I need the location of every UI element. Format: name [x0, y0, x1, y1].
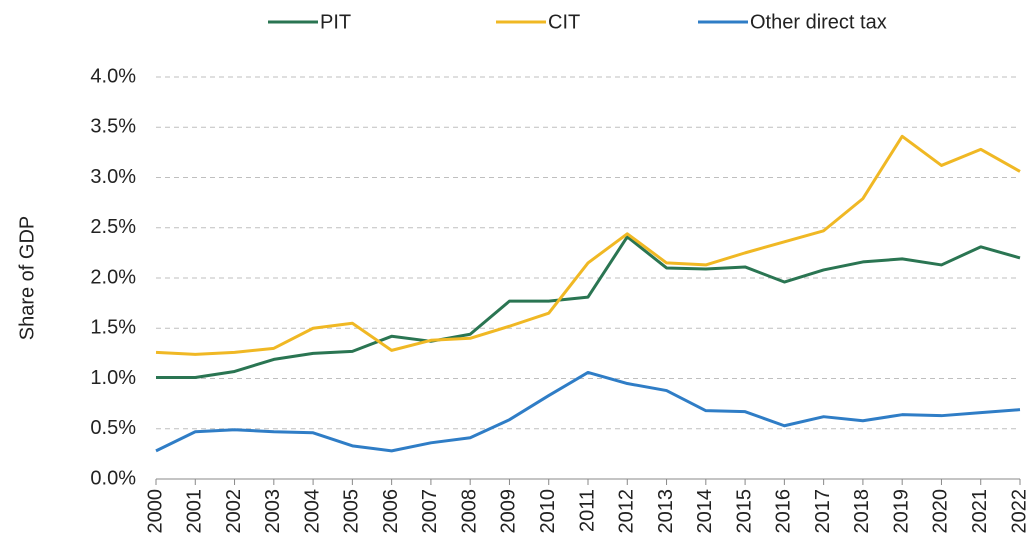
legend-label: Other direct tax — [750, 11, 887, 33]
x-tick-label: 2022 — [1008, 489, 1030, 534]
x-tick-label: 2001 — [184, 489, 206, 534]
x-tick-label: 2021 — [969, 489, 991, 534]
x-tick-label: 2014 — [694, 489, 716, 534]
x-tick-label: 2016 — [773, 489, 795, 534]
series-line — [155, 370, 1021, 453]
x-tick-label: 2002 — [223, 489, 245, 534]
series-line — [155, 134, 1021, 356]
y-tick-label: 2.5% — [90, 216, 136, 238]
y-tick-label: 0.5% — [90, 417, 136, 439]
y-tick-label: 0.0% — [90, 467, 136, 489]
x-tick-label: 2006 — [380, 489, 402, 534]
x-tick-label: 2018 — [851, 489, 873, 534]
y-tick-label: 4.0% — [90, 65, 136, 87]
legend-label: CIT — [548, 11, 580, 33]
y-tick-label: 1.5% — [90, 317, 136, 339]
x-tick-label: 2007 — [419, 489, 441, 534]
y-tick-label: 3.5% — [90, 116, 136, 138]
x-tick-label: 2011 — [576, 489, 598, 532]
x-tick-label: 2019 — [890, 489, 912, 534]
x-tick-label: 2017 — [812, 489, 834, 534]
y-tick-label: 3.0% — [90, 166, 136, 188]
y-tick-label: 2.0% — [90, 266, 136, 288]
x-tick-label: 2013 — [655, 489, 677, 534]
x-tick-label: 2000 — [144, 489, 166, 534]
x-tick-label: 2020 — [930, 489, 952, 534]
series-line — [156, 235, 1021, 379]
x-tick-label: 2012 — [616, 489, 638, 534]
x-tick-label: 2003 — [262, 489, 284, 534]
x-tick-label: 2009 — [498, 489, 520, 533]
legend-label: PIT — [320, 11, 351, 33]
y-tick-label: 1.0% — [90, 367, 136, 389]
x-tick-label: 2010 — [537, 489, 559, 534]
x-tick-label: 2015 — [733, 489, 755, 534]
x-tick-label: 2004 — [301, 489, 323, 534]
y-axis-label: Share of GDP — [16, 216, 38, 341]
x-tick-label: 2008 — [458, 489, 480, 534]
x-tick-label: 2005 — [341, 489, 363, 534]
